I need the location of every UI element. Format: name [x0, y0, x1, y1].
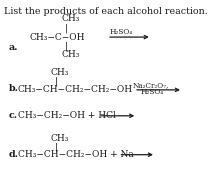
Text: CH₃−C−OH: CH₃−C−OH — [29, 33, 85, 42]
Text: d.: d. — [8, 150, 18, 159]
Text: H₂SO₄: H₂SO₄ — [110, 28, 133, 36]
Text: |: | — [65, 23, 68, 33]
Text: CH₃: CH₃ — [61, 14, 80, 23]
Text: |: | — [54, 143, 57, 152]
Text: |: | — [54, 77, 57, 86]
Text: c.: c. — [8, 111, 17, 120]
Text: a.: a. — [8, 43, 18, 52]
Text: CH₃−CH₂−OH + HCl: CH₃−CH₂−OH + HCl — [18, 111, 116, 120]
Text: Na₂Cr₂O₇,: Na₂Cr₂O₇, — [132, 81, 169, 89]
Text: CH₃: CH₃ — [51, 68, 69, 77]
Text: CH₃: CH₃ — [61, 50, 80, 59]
Text: List the products of each alcohol reaction.: List the products of each alcohol reacti… — [4, 7, 208, 15]
Text: |: | — [65, 41, 68, 51]
Text: CH₃−CH−CH₂−OH + Na: CH₃−CH−CH₂−OH + Na — [18, 150, 133, 159]
Text: H₂SO₄: H₂SO₄ — [140, 88, 163, 96]
Text: CH₃−CH−CH₂−CH₂−OH: CH₃−CH−CH₂−CH₂−OH — [18, 85, 133, 94]
Text: CH₃: CH₃ — [51, 133, 69, 143]
Text: b.: b. — [8, 84, 18, 93]
